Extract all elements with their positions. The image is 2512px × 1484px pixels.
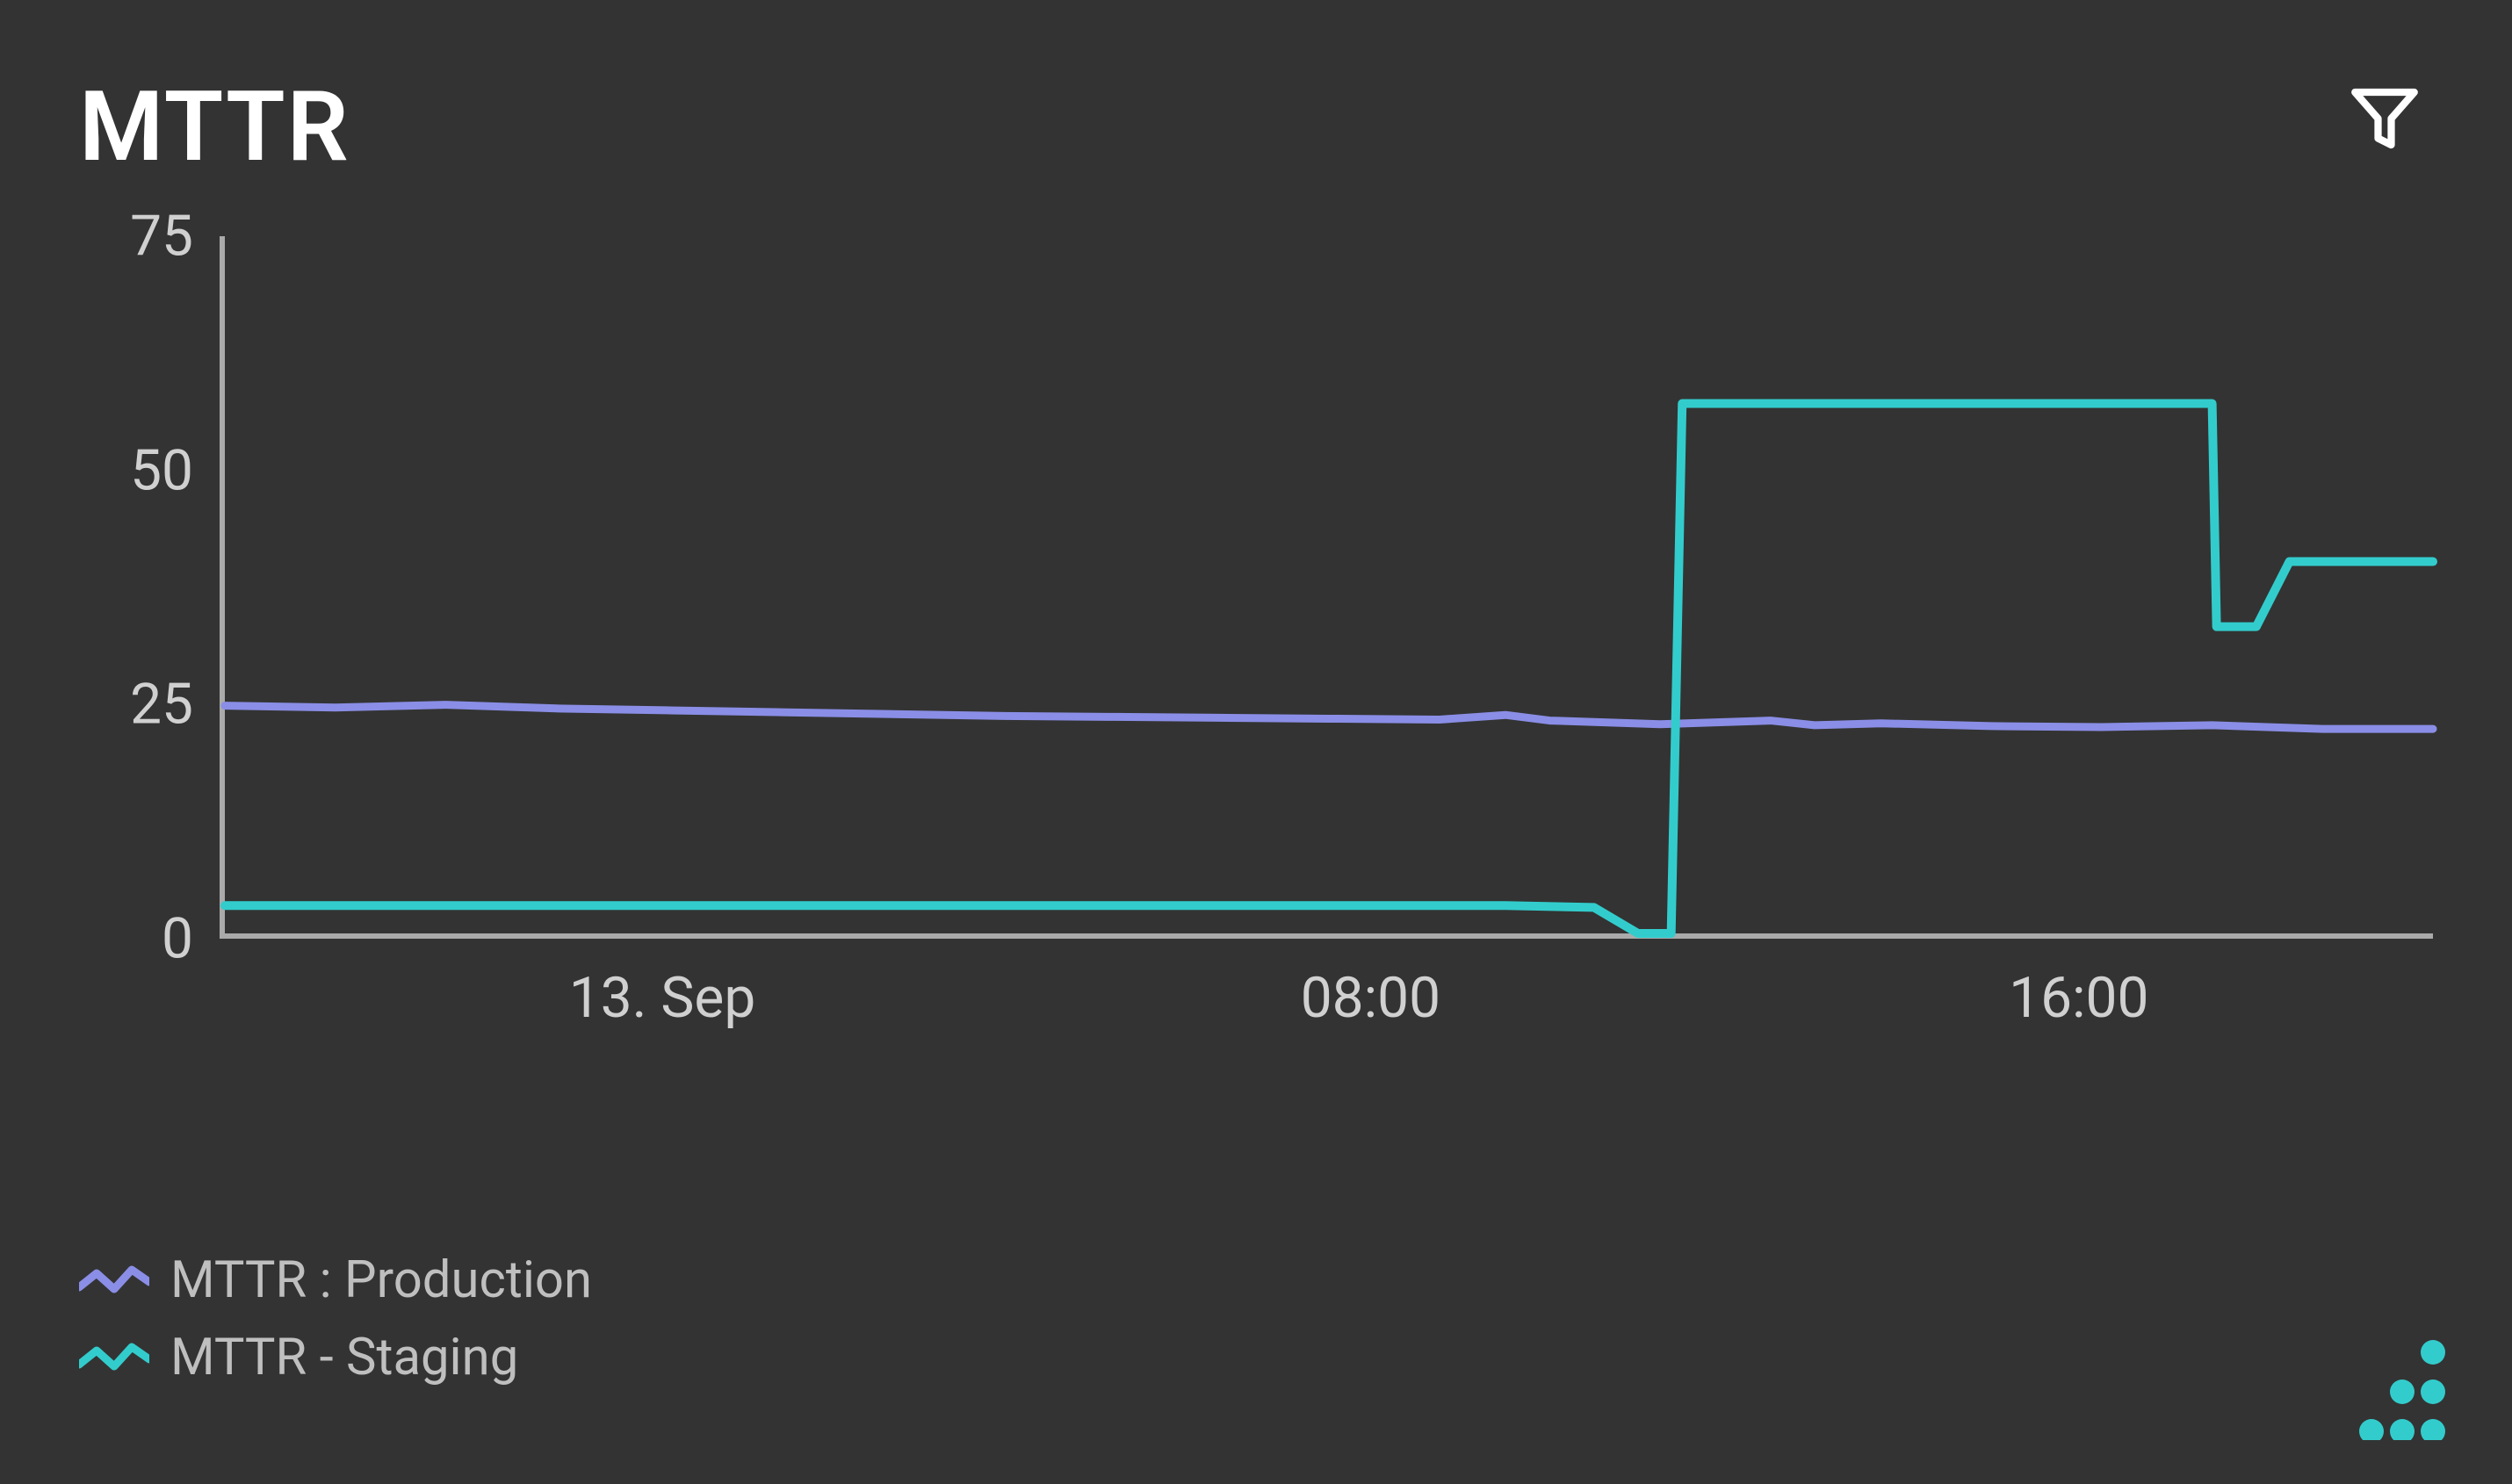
plot-svg — [225, 236, 2433, 933]
filter-button[interactable] — [2336, 70, 2433, 170]
series-line-staging — [225, 404, 2433, 933]
chart-panel: MTTR 0 25 50 75 13. Sep 08:00 16:00 MTTR : Pr… — [0, 0, 2512, 1484]
legend: MTTR : Production MTTR - Staging — [79, 1250, 592, 1405]
series-line-production — [225, 705, 2433, 730]
funnel-icon — [2345, 79, 2424, 158]
legend-label: MTTR : Production — [170, 1250, 592, 1310]
legend-item-staging[interactable]: MTTR - Staging — [79, 1328, 592, 1387]
plot-region — [220, 236, 2433, 939]
legend-swatch-icon — [79, 1340, 149, 1375]
y-tick-label: 75 — [79, 204, 193, 270]
x-tick-label: 16:00 — [2009, 965, 2148, 1031]
panel-header: MTTR — [79, 70, 2433, 184]
x-tick-label: 08:00 — [1301, 965, 1440, 1031]
x-axis: 13. Sep 08:00 16:00 — [220, 965, 2433, 1053]
y-axis: 0255075 — [79, 236, 202, 939]
x-tick-label: 13. Sep — [569, 965, 756, 1031]
decor-dots-icon — [2328, 1335, 2451, 1440]
legend-swatch-icon — [79, 1263, 149, 1298]
chart-area: 0255075 13. Sep08:0016:00 — [79, 236, 2433, 1027]
y-tick-label: 50 — [79, 437, 193, 503]
y-tick-label: 0 — [79, 906, 193, 972]
y-tick-label: 25 — [79, 672, 193, 738]
legend-item-production[interactable]: MTTR : Production — [79, 1250, 592, 1310]
panel-title: MTTR — [79, 70, 350, 184]
legend-label: MTTR - Staging — [170, 1328, 518, 1387]
